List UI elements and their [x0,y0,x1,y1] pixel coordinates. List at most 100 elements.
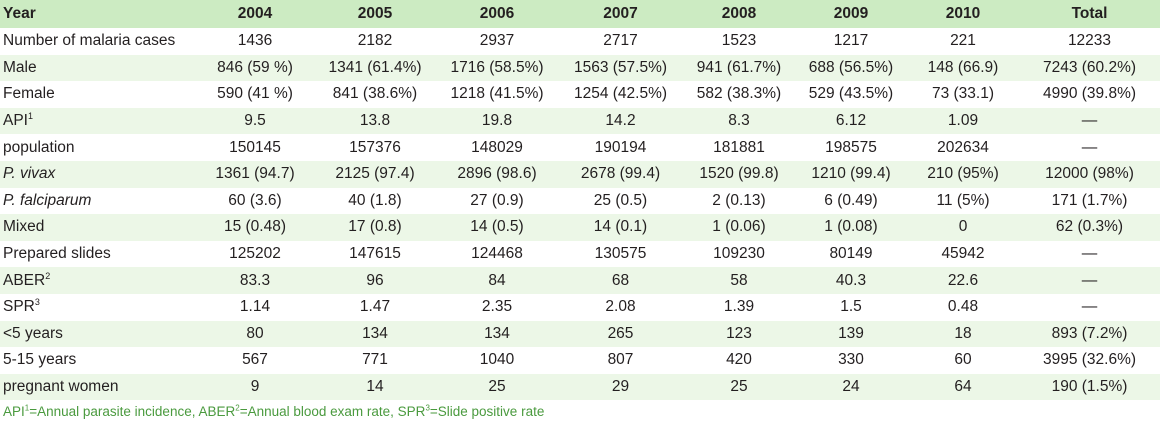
table-cell: 125202 [229,245,281,263]
table-row: Mixed 15 (0.48) 17 (0.8) 14 (0.5) 14 (0.1) 1 … [0,214,1160,241]
footnote-superscript: 1 [24,403,30,413]
table-cell: 148 (66.9) [927,58,999,76]
header-2008: 2008 [721,5,757,22]
table-cell: 139 [838,324,864,342]
table-cell: 1523 [721,32,757,50]
table-cell: 40 (1.8) [348,191,402,209]
table-cell: 0.48 [947,298,979,316]
table-cell: 2678 (99.4) [580,165,661,183]
table-cell: 24 [842,378,860,396]
table-cell: 68 [611,271,630,289]
table-cell: 1341 (61.4%) [328,58,422,76]
table-cell: 2717 [603,32,638,50]
header-2006: 2006 [479,5,515,22]
footnote-text: =Slide positive rate [429,404,545,419]
table-row: P. falciparum 60 (3.6) 40 (1.8) 27 (0.9) 25 … [0,187,1160,215]
table-cell: 202634 [937,138,989,156]
table-cell: 80149 [829,245,873,263]
table-cell: 40.3 [835,271,867,289]
table-cell: 0 [958,218,968,236]
table-cell: 1563 (57.5%) [573,58,668,76]
row-label-text: 5-15 years [3,351,77,369]
row-label-text: Mixed [3,218,45,236]
table-cell: 62 (0.3%) [1055,218,1124,236]
table-cell: 19.8 [481,112,513,130]
table-cell: 582 (38.3%) [696,85,782,103]
table-cell: 18 [954,324,972,342]
table-cell: — [1081,138,1098,156]
table-cell: 2.35 [481,298,513,316]
table-row: population 150145 157376 148029 190194 181881… [0,134,1160,161]
table-cell: 9.5 [244,112,266,130]
table-cell: 2.08 [605,298,636,316]
table-cell: 14 (0.1) [593,218,648,236]
table-cell: 1 (0.06) [712,218,766,236]
table-row: Number of malaria cases 1436 2182 2937 2717 1… [0,28,1160,55]
table-cell: 58 [730,271,748,289]
table-cell: 590 (41 %) [217,85,293,103]
table-cell: 12233 [1067,32,1112,50]
table-cell: 22.6 [947,271,979,289]
table-cell: 13.8 [359,112,391,130]
table-cell: 96 [366,271,384,289]
table-cell: 2182 [357,32,393,50]
table-cell: 134 [484,324,510,342]
table-cell: 1040 [479,351,515,369]
header-2004: 2004 [237,5,273,22]
table-footnote: API1=Annual parasite incidence, ABER2=An… [3,404,544,419]
row-label-superscript: 3 [34,297,40,308]
table-cell: 27 (0.9) [470,191,524,209]
row-label: pregnant women [0,374,196,401]
table-cell: — [1081,112,1098,130]
table-cell: 109230 [713,245,765,263]
table-header-row: Year 2004 2005 2006 2007 2008 2009 2010 … [0,0,1160,28]
table-cell: 1436 [237,32,273,50]
row-label: Male [0,55,196,82]
table-cell: 84 [488,271,506,289]
table-cell: 157376 [349,138,401,156]
row-label: API1 [0,108,196,135]
table-cell: 15 (0.48) [223,218,287,236]
table-cell: 25 [488,378,506,396]
table-cell: 841 (38.6%) [332,85,418,103]
table-cell: 1.14 [239,298,271,316]
table-cell: 1210 (99.4) [811,165,891,183]
table-cell: 2125 (97.4) [335,165,415,183]
row-label-text: <5 years [3,324,63,342]
row-label: SPR3 [0,294,196,321]
table-cell: 1361 (94.7) [215,165,295,183]
table-cell: 60 (3.6) [228,191,282,209]
row-label: Mixed [0,214,196,241]
table-cell: 147615 [349,245,401,263]
table-cell: 1520 (99.8) [699,165,779,183]
header-total: Total [1071,5,1108,22]
table-cell: 210 (95%) [927,165,999,183]
table-cell: 265 [607,324,634,342]
row-label: population [0,134,196,161]
table-row: Female 590 (41 %) 841 (38.6%) 1218 (41.5%) 1… [0,81,1160,108]
row-label-text: Prepared slides [3,245,111,263]
table-cell: 941 (61.7%) [696,58,782,76]
row-label-text: ABER [3,271,46,289]
table-cell: 1716 (58.5%) [450,58,544,76]
row-label-text: Female [3,85,55,103]
header-2007: 2007 [603,5,638,22]
table-cell: 1.47 [359,298,391,316]
row-label-text: SPR [3,298,35,316]
table-cell: 567 [242,351,268,369]
table-cell: 2896 (98.6) [457,165,537,183]
table-cell: 83.3 [239,271,271,289]
table-cell: 45942 [941,245,985,263]
table-cell: 123 [726,324,752,342]
table-cell: — [1081,271,1098,289]
table-row: P. vivax 1361 (94.7) 2125 (97.4) 2896 (98.6… [0,160,1160,188]
table-row: SPR3 1.14 1.47 2.35 2.08 1.39 1.5 0.48 — [0,293,1160,321]
table-cell: 771 [362,351,388,369]
table-cell: 688 (56.5%) [808,58,894,76]
table-cell: 3995 (32.6%) [1042,351,1137,369]
table-cell: 893 (7.2%) [1051,324,1128,342]
row-label-text: pregnant women [3,378,119,396]
table-cell: 198575 [825,138,877,156]
table-cell: 6.12 [835,112,867,130]
